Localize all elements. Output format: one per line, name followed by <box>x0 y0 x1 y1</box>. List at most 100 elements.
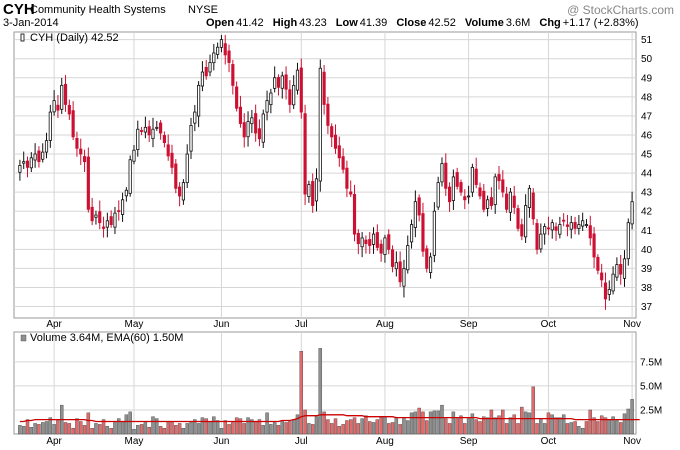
volume-bar <box>508 417 513 435</box>
volume-bar <box>132 428 136 435</box>
candle-body <box>562 219 566 222</box>
candle-body <box>193 111 197 124</box>
price-legend-swatch <box>20 33 25 42</box>
candle-body <box>265 100 269 113</box>
candle-body <box>86 156 90 210</box>
exchange-name: NYSE <box>188 4 218 16</box>
price-tick-label: 38 <box>641 283 653 294</box>
volume-bar <box>170 421 174 435</box>
volume-bar <box>504 423 509 435</box>
candle-body <box>371 233 376 245</box>
candle-body <box>231 64 235 86</box>
volume-bar <box>284 422 288 435</box>
candle-body <box>402 268 406 287</box>
price-tick-label: 47 <box>641 111 653 122</box>
volume-bar <box>253 421 258 435</box>
candle-body <box>626 222 630 260</box>
month-tick-label: Jul <box>295 436 308 447</box>
volume-bar <box>463 423 467 435</box>
candle-body <box>48 111 52 141</box>
volume-bar <box>265 412 269 435</box>
volume-bar <box>337 426 342 435</box>
volume-bar <box>561 414 566 435</box>
candle-body <box>337 145 341 159</box>
volume-bar <box>531 386 535 435</box>
volume-bar <box>280 420 284 435</box>
volume-bar <box>117 418 121 435</box>
volume-bar <box>231 422 235 435</box>
candle-body <box>22 161 26 164</box>
volume-label: Volume <box>464 17 504 29</box>
volume-bar <box>314 416 319 435</box>
candle-body <box>577 224 581 229</box>
volume-bar <box>75 418 79 435</box>
candle-body <box>29 157 33 169</box>
candle-body <box>295 69 300 91</box>
candle-body <box>501 179 505 193</box>
candle-body <box>486 199 490 209</box>
candle-body <box>459 182 463 193</box>
candle-body <box>615 264 619 278</box>
volume-bar <box>455 418 459 435</box>
volume-bar <box>272 422 277 435</box>
volume-legend-label: Volume 3.64M, EMA(60) 1.50M <box>30 332 183 344</box>
candle-body <box>120 199 125 215</box>
volume-bar <box>181 428 186 435</box>
candle-body <box>569 222 573 230</box>
month-tick-label: May <box>125 319 144 330</box>
volume-bar <box>485 417 490 435</box>
volume-tick-label: 5.0M <box>640 381 662 392</box>
volume-bar <box>520 406 524 435</box>
candle-body <box>425 248 429 269</box>
candle-body <box>444 162 448 189</box>
volume-bar <box>527 412 532 435</box>
candle-body <box>364 239 368 245</box>
candle-body <box>284 74 288 90</box>
volume-bar <box>56 420 60 435</box>
candle-body <box>619 263 623 275</box>
month-tick-label: Aug <box>376 436 394 447</box>
open-label: Open <box>206 17 235 29</box>
volume-bar <box>379 417 383 435</box>
volume-panel <box>13 331 640 435</box>
quote-date: 3-Jan-2014 <box>3 17 59 29</box>
volume-legend-swatch <box>20 334 27 342</box>
volume-tick-label: 2.5M <box>640 405 662 416</box>
candle-body <box>383 237 387 255</box>
volume-bar <box>364 415 368 435</box>
volume-bar <box>512 414 516 435</box>
volume-bar <box>554 417 558 435</box>
volume-bar <box>307 423 311 435</box>
volume-bar <box>166 422 170 435</box>
volume-bar <box>626 408 631 435</box>
volume-bar <box>592 417 596 435</box>
volume-bar <box>459 415 463 435</box>
volume-bar <box>98 424 102 435</box>
volume-bar <box>269 424 273 435</box>
candle-body <box>101 226 106 229</box>
volume-bar <box>425 420 429 435</box>
candle-body <box>451 176 455 201</box>
volume-bar <box>227 424 231 435</box>
price-tick-label: 42 <box>641 207 653 218</box>
candle-body <box>630 201 634 225</box>
candle-body <box>421 213 425 252</box>
candle-body <box>474 168 478 185</box>
volume-bar <box>394 417 399 435</box>
candle-body <box>436 182 440 208</box>
candle-body <box>581 220 585 227</box>
volume-bar <box>25 419 30 435</box>
volume-bar <box>185 423 189 435</box>
volume-bar <box>596 421 600 435</box>
volume-bar <box>48 417 53 435</box>
candle-body <box>124 189 128 197</box>
volume-bar <box>71 428 75 435</box>
volume-bar <box>368 421 372 435</box>
volume-bar <box>94 423 98 435</box>
volume-bar <box>375 419 380 435</box>
candle-body <box>428 256 433 273</box>
volume-bar <box>440 404 444 435</box>
close-label: Close <box>396 17 427 29</box>
candle-body <box>155 126 159 129</box>
month-tick-label: Oct <box>541 319 557 330</box>
